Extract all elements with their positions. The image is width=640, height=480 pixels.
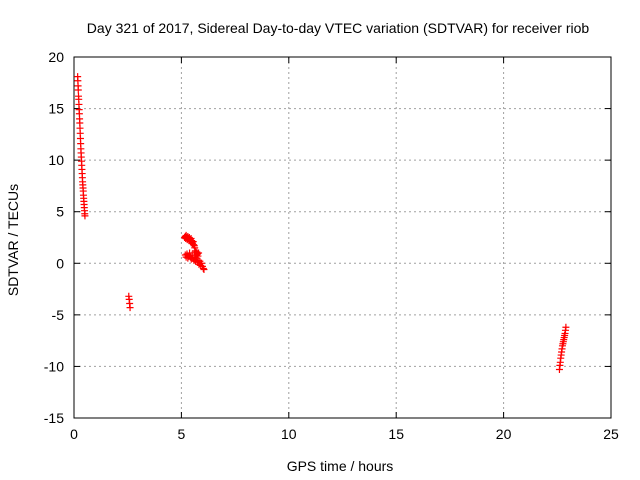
y-tick-label: 5 xyxy=(56,204,64,220)
data-point-marker xyxy=(562,323,570,331)
x-tick-label: 10 xyxy=(281,426,297,442)
data-point-marker xyxy=(198,259,206,267)
data-point-marker xyxy=(190,241,198,249)
data-point-marker xyxy=(74,86,82,94)
data-point-marker xyxy=(199,264,207,272)
y-tick-label: 20 xyxy=(48,49,64,65)
x-tick-label: 0 xyxy=(70,426,78,442)
x-tick-label: 15 xyxy=(388,426,404,442)
x-axis-label: GPS time / hours xyxy=(287,458,394,474)
x-tick-label: 25 xyxy=(603,426,619,442)
y-axis-label: SDTVAR / TECUs xyxy=(5,184,21,296)
data-point-marker xyxy=(200,265,208,273)
data-markers xyxy=(74,73,570,374)
x-tick-label: 20 xyxy=(496,426,512,442)
y-tick-label: -10 xyxy=(44,358,64,374)
data-point-marker xyxy=(195,249,203,257)
data-point-marker xyxy=(126,304,134,312)
y-tick-labels: -15 -10 -5 0 5 10 15 20 xyxy=(44,49,64,426)
y-tick-label: -5 xyxy=(52,307,65,323)
grid-lines xyxy=(74,57,611,418)
x-tick-label: 5 xyxy=(178,426,186,442)
data-point-marker xyxy=(191,244,199,252)
y-tick-label: -15 xyxy=(44,410,64,426)
data-point-marker xyxy=(81,212,89,220)
plot-frame xyxy=(73,56,612,419)
x-tick-labels: 0 5 10 15 20 25 xyxy=(70,426,619,442)
axis-ticks xyxy=(73,56,612,419)
y-tick-label: 15 xyxy=(48,101,64,117)
y-tick-label: 10 xyxy=(48,152,64,168)
y-tick-label: 0 xyxy=(56,255,64,271)
data-point-marker xyxy=(194,252,202,260)
chart-title: Day 321 of 2017, Sidereal Day-to-day VTE… xyxy=(87,20,590,36)
